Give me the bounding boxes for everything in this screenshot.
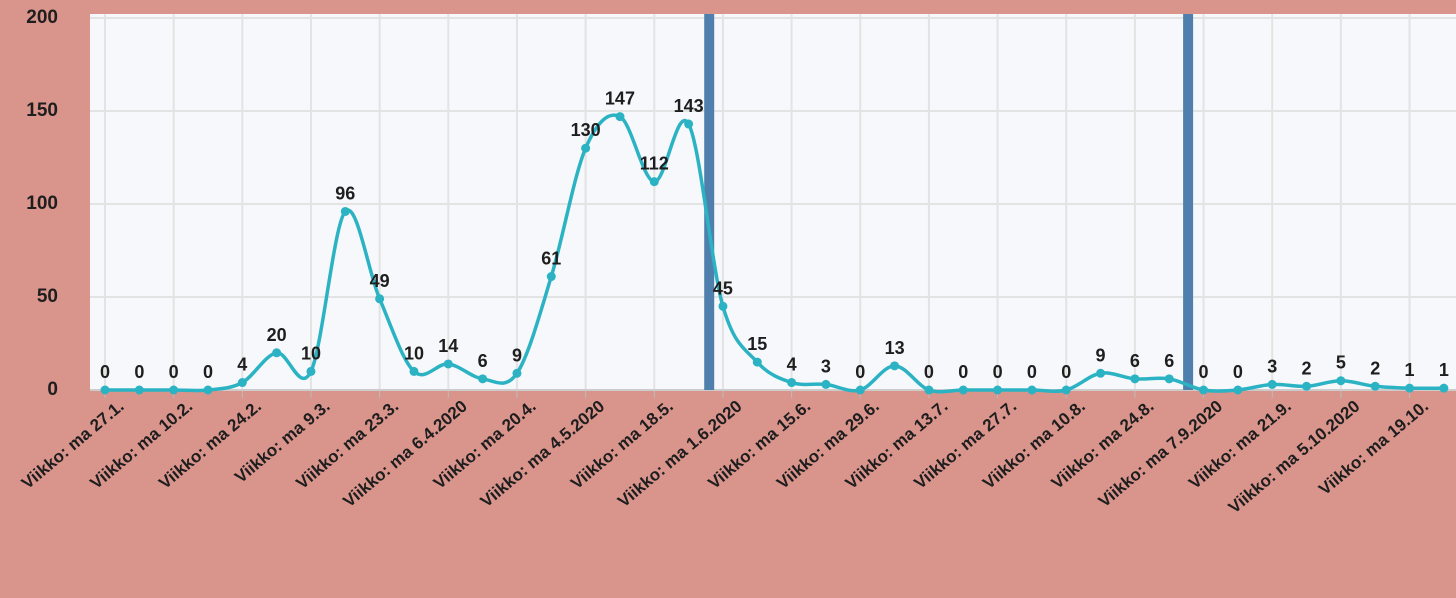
data-label: 3 <box>1267 356 1277 376</box>
data-label: 96 <box>335 183 355 203</box>
data-label: 10 <box>404 343 424 363</box>
data-label: 1 <box>1405 360 1415 380</box>
y-tick-label: 50 <box>37 286 58 307</box>
data-label: 6 <box>1130 351 1140 371</box>
data-label: 0 <box>993 362 1003 382</box>
data-point <box>409 366 419 376</box>
data-point <box>993 385 1003 395</box>
data-point <box>649 177 659 187</box>
data-label: 0 <box>100 362 110 382</box>
data-label: 6 <box>478 351 488 371</box>
data-point <box>924 385 934 395</box>
data-point <box>169 385 179 395</box>
data-point <box>718 301 728 311</box>
data-point <box>1199 385 1209 395</box>
data-point <box>272 348 282 358</box>
data-point <box>478 374 488 384</box>
x-tick-label: Viikko: ma 6.4.2020 <box>339 397 470 512</box>
data-point <box>306 366 316 376</box>
y-tick-label: 200 <box>26 7 58 28</box>
data-point <box>958 385 968 395</box>
data-point <box>340 206 350 216</box>
data-label: 0 <box>1233 362 1243 382</box>
data-point <box>1302 381 1312 391</box>
data-label: 3 <box>821 356 831 376</box>
data-point <box>1370 381 1380 391</box>
data-label: 6 <box>1164 351 1174 371</box>
data-label: 0 <box>1199 362 1209 382</box>
data-label: 10 <box>301 343 321 363</box>
data-point <box>1061 385 1071 395</box>
data-label: 61 <box>541 249 561 269</box>
data-point <box>134 385 144 395</box>
x-tick-label: Viikko: ma 5.10.2020 <box>1225 397 1364 518</box>
data-point <box>1336 376 1346 386</box>
plot-band <box>704 14 715 390</box>
plot-band <box>1183 14 1194 390</box>
data-label: 112 <box>640 154 669 174</box>
data-point <box>855 385 865 395</box>
y-tick-label: 100 <box>26 193 58 214</box>
data-label: 0 <box>958 362 968 382</box>
data-label: 0 <box>134 362 144 382</box>
data-label: 0 <box>1061 362 1071 382</box>
plot-area <box>90 14 1456 390</box>
data-point <box>684 119 694 129</box>
data-label: 4 <box>237 355 247 375</box>
data-point <box>752 357 762 367</box>
data-label: 147 <box>605 89 635 109</box>
x-tick-label: Viikko: ma 4.5.2020 <box>477 397 608 512</box>
data-label: 5 <box>1336 353 1346 373</box>
data-point <box>1130 374 1140 384</box>
data-point <box>443 359 453 369</box>
data-point <box>1096 368 1106 378</box>
data-label: 2 <box>1370 358 1380 378</box>
data-point <box>237 378 247 388</box>
data-point <box>1405 383 1415 393</box>
data-label: 45 <box>713 278 733 298</box>
data-label: 0 <box>203 362 213 382</box>
data-point <box>615 112 625 122</box>
data-point <box>787 378 797 388</box>
data-label: 143 <box>674 96 704 116</box>
data-point <box>546 272 556 282</box>
data-label: 0 <box>855 362 865 382</box>
data-label: 13 <box>885 338 905 358</box>
data-label: 4 <box>787 355 797 375</box>
data-label: 15 <box>747 334 767 354</box>
data-point <box>203 385 213 395</box>
data-point <box>890 361 900 371</box>
data-point <box>1027 385 1037 395</box>
data-label: 0 <box>924 362 934 382</box>
data-label: 0 <box>1027 362 1037 382</box>
data-point <box>512 368 522 378</box>
data-label: 0 <box>169 362 179 382</box>
data-label: 9 <box>1096 345 1106 365</box>
data-point <box>100 385 110 395</box>
y-tick-label: 150 <box>26 100 58 121</box>
data-label: 9 <box>512 345 522 365</box>
data-label: 1 <box>1439 360 1449 380</box>
data-label: 49 <box>370 271 390 291</box>
data-label: 2 <box>1302 358 1312 378</box>
data-point <box>581 143 591 153</box>
data-point <box>375 294 385 304</box>
data-label: 14 <box>438 336 458 356</box>
y-tick-label: 0 <box>47 379 58 400</box>
data-label: 130 <box>571 120 601 140</box>
x-tick-label: Viikko: ma 7.9.2020 <box>1095 397 1226 512</box>
data-point <box>1267 379 1277 389</box>
data-label: 20 <box>267 325 287 345</box>
data-point <box>821 379 831 389</box>
data-point <box>1439 383 1449 393</box>
x-tick-label: Viikko: ma 1.6.2020 <box>614 397 745 512</box>
data-point <box>1164 374 1174 384</box>
data-point <box>1233 385 1243 395</box>
